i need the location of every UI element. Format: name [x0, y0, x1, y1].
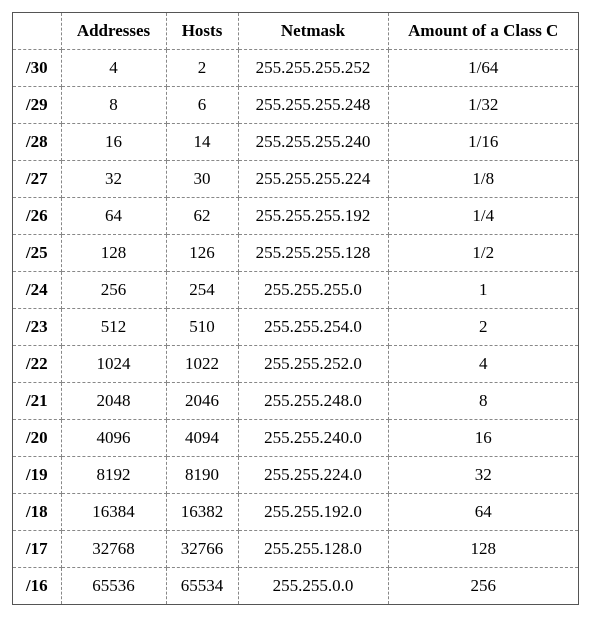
cell-classc: 1/2: [388, 235, 578, 272]
cell-classc: 4: [388, 346, 578, 383]
cell-cidr: /30: [13, 50, 61, 87]
cell-hosts: 2046: [166, 383, 238, 420]
cidr-table-container: Addresses Hosts Netmask Amount of a Clas…: [12, 12, 579, 605]
cell-hosts: 8190: [166, 457, 238, 494]
cell-classc: 2: [388, 309, 578, 346]
table-row: /266462255.255.255.1921/4: [13, 198, 578, 235]
cell-netmask: 255.255.192.0: [238, 494, 388, 531]
cell-hosts: 126: [166, 235, 238, 272]
cell-netmask: 255.255.240.0: [238, 420, 388, 457]
cell-cidr: /26: [13, 198, 61, 235]
cell-hosts: 4094: [166, 420, 238, 457]
cell-cidr: /23: [13, 309, 61, 346]
cell-hosts: 62: [166, 198, 238, 235]
cell-netmask: 255.255.255.224: [238, 161, 388, 198]
cell-classc: 16: [388, 420, 578, 457]
cell-classc: 1/8: [388, 161, 578, 198]
cell-cidr: /20: [13, 420, 61, 457]
cell-classc: 8: [388, 383, 578, 420]
table-row: /166553665534255.255.0.0256: [13, 568, 578, 605]
table-row: /173276832766255.255.128.0128: [13, 531, 578, 568]
cell-netmask: 255.255.255.0: [238, 272, 388, 309]
cell-classc: 128: [388, 531, 578, 568]
cell-classc: 1: [388, 272, 578, 309]
cell-netmask: 255.255.224.0: [238, 457, 388, 494]
cell-netmask: 255.255.255.248: [238, 87, 388, 124]
cell-netmask: 255.255.252.0: [238, 346, 388, 383]
cell-addresses: 1024: [61, 346, 166, 383]
cell-netmask: 255.255.128.0: [238, 531, 388, 568]
table-header-row: Addresses Hosts Netmask Amount of a Clas…: [13, 13, 578, 50]
cell-hosts: 32766: [166, 531, 238, 568]
cell-cidr: /19: [13, 457, 61, 494]
cell-addresses: 32768: [61, 531, 166, 568]
cell-classc: 1/32: [388, 87, 578, 124]
cell-cidr: /29: [13, 87, 61, 124]
cell-classc: 1/16: [388, 124, 578, 161]
cell-classc: 1/64: [388, 50, 578, 87]
table-row: /281614255.255.255.2401/16: [13, 124, 578, 161]
cell-classc: 64: [388, 494, 578, 531]
cell-netmask: 255.255.254.0: [238, 309, 388, 346]
cell-cidr: /22: [13, 346, 61, 383]
cell-cidr: /24: [13, 272, 61, 309]
cell-classc: 32: [388, 457, 578, 494]
cell-hosts: 6: [166, 87, 238, 124]
cell-classc: 1/4: [388, 198, 578, 235]
cell-classc: 256: [388, 568, 578, 605]
cell-addresses: 65536: [61, 568, 166, 605]
table-row: /181638416382255.255.192.064: [13, 494, 578, 531]
col-header-netmask: Netmask: [238, 13, 388, 50]
cell-addresses: 8192: [61, 457, 166, 494]
cell-netmask: 255.255.255.240: [238, 124, 388, 161]
table-row: /3042255.255.255.2521/64: [13, 50, 578, 87]
cell-hosts: 1022: [166, 346, 238, 383]
table-row: /2040964094255.255.240.016: [13, 420, 578, 457]
cell-addresses: 256: [61, 272, 166, 309]
cell-hosts: 65534: [166, 568, 238, 605]
cell-hosts: 16382: [166, 494, 238, 531]
cell-addresses: 16384: [61, 494, 166, 531]
cell-cidr: /16: [13, 568, 61, 605]
cell-netmask: 255.255.248.0: [238, 383, 388, 420]
cell-cidr: /17: [13, 531, 61, 568]
cell-hosts: 510: [166, 309, 238, 346]
table-row: /2986255.255.255.2481/32: [13, 87, 578, 124]
col-header-classc: Amount of a Class C: [388, 13, 578, 50]
cell-addresses: 16: [61, 124, 166, 161]
table-row: /2210241022255.255.252.04: [13, 346, 578, 383]
cell-addresses: 4096: [61, 420, 166, 457]
col-header-hosts: Hosts: [166, 13, 238, 50]
cell-cidr: /27: [13, 161, 61, 198]
table-row: /273230255.255.255.2241/8: [13, 161, 578, 198]
cell-cidr: /25: [13, 235, 61, 272]
cell-cidr: /28: [13, 124, 61, 161]
cell-addresses: 64: [61, 198, 166, 235]
cell-hosts: 2: [166, 50, 238, 87]
cell-addresses: 8: [61, 87, 166, 124]
col-header-cidr: [13, 13, 61, 50]
cell-hosts: 14: [166, 124, 238, 161]
cell-addresses: 32: [61, 161, 166, 198]
col-header-addresses: Addresses: [61, 13, 166, 50]
cell-cidr: /21: [13, 383, 61, 420]
cell-addresses: 128: [61, 235, 166, 272]
cell-hosts: 30: [166, 161, 238, 198]
cell-netmask: 255.255.0.0: [238, 568, 388, 605]
cell-netmask: 255.255.255.128: [238, 235, 388, 272]
table-row: /25128126255.255.255.1281/2: [13, 235, 578, 272]
cell-netmask: 255.255.255.192: [238, 198, 388, 235]
table-row: /24256254255.255.255.01: [13, 272, 578, 309]
table-row: /1981928190255.255.224.032: [13, 457, 578, 494]
cell-addresses: 4: [61, 50, 166, 87]
cell-addresses: 512: [61, 309, 166, 346]
cidr-table: Addresses Hosts Netmask Amount of a Clas…: [13, 13, 578, 604]
table-row: /2120482046255.255.248.08: [13, 383, 578, 420]
cell-hosts: 254: [166, 272, 238, 309]
cell-cidr: /18: [13, 494, 61, 531]
cell-addresses: 2048: [61, 383, 166, 420]
table-row: /23512510255.255.254.02: [13, 309, 578, 346]
cell-netmask: 255.255.255.252: [238, 50, 388, 87]
